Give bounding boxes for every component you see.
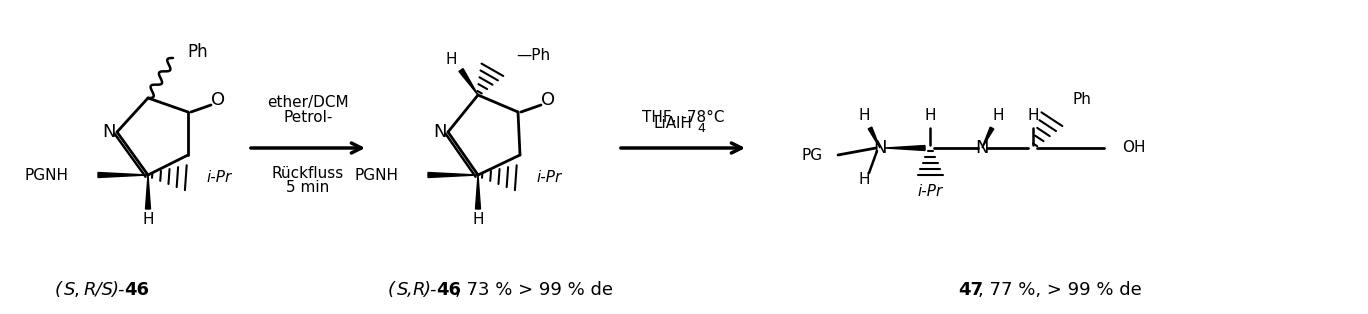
Text: H: H — [992, 109, 1004, 123]
Text: N: N — [873, 139, 886, 157]
Text: N: N — [103, 123, 116, 141]
Text: N: N — [434, 123, 447, 141]
Polygon shape — [145, 175, 150, 209]
Text: , 77 %, > 99 % de: , 77 %, > 99 % de — [978, 281, 1142, 299]
Text: Ph: Ph — [1073, 93, 1090, 107]
Text: O: O — [211, 91, 226, 109]
Text: THF, -78°C: THF, -78°C — [642, 111, 724, 126]
Text: 46: 46 — [124, 281, 149, 299]
Text: 47: 47 — [958, 281, 984, 299]
Text: 5 min: 5 min — [286, 181, 330, 196]
Text: , 73 % > 99 % de: , 73 % > 99 % de — [456, 281, 613, 299]
Text: ,: , — [74, 281, 85, 299]
Text: )-: )- — [111, 281, 124, 299]
Text: OH: OH — [1122, 140, 1145, 155]
Text: 46: 46 — [436, 281, 461, 299]
Text: H: H — [858, 109, 870, 123]
Text: S: S — [397, 281, 409, 299]
Text: H: H — [1027, 109, 1038, 123]
Text: ether/DCM: ether/DCM — [267, 95, 349, 111]
Text: ,: , — [408, 281, 413, 299]
Text: )-: )- — [423, 281, 436, 299]
Text: PG: PG — [802, 148, 824, 163]
Text: i-Pr: i-Pr — [207, 170, 231, 185]
Text: (: ( — [55, 281, 62, 299]
Polygon shape — [458, 68, 477, 95]
Text: LiAlH: LiAlH — [654, 116, 692, 131]
Text: (: ( — [389, 281, 395, 299]
Text: N: N — [975, 139, 989, 157]
Text: i-Pr: i-Pr — [536, 170, 561, 185]
Text: H: H — [142, 213, 153, 228]
Polygon shape — [98, 172, 148, 177]
Polygon shape — [885, 145, 925, 150]
Text: R/S: R/S — [83, 281, 114, 299]
Text: H: H — [858, 172, 870, 187]
Text: PGNH: PGNH — [354, 167, 398, 182]
Polygon shape — [982, 127, 993, 148]
Text: 4: 4 — [698, 122, 705, 134]
Text: O: O — [540, 91, 555, 109]
Text: i-Pr: i-Pr — [918, 185, 943, 199]
Text: S: S — [64, 281, 75, 299]
Text: H: H — [925, 109, 936, 123]
Text: Ph: Ph — [187, 43, 208, 61]
Text: R: R — [413, 281, 425, 299]
Polygon shape — [869, 127, 880, 148]
Text: PGNH: PGNH — [25, 167, 68, 182]
Text: H: H — [472, 213, 484, 228]
Text: H: H — [445, 52, 457, 68]
Text: —Ph: —Ph — [516, 47, 550, 62]
Polygon shape — [428, 172, 477, 177]
Text: Rückfluss: Rückfluss — [272, 165, 345, 181]
Polygon shape — [476, 175, 480, 209]
Text: Petrol-: Petrol- — [283, 111, 332, 126]
